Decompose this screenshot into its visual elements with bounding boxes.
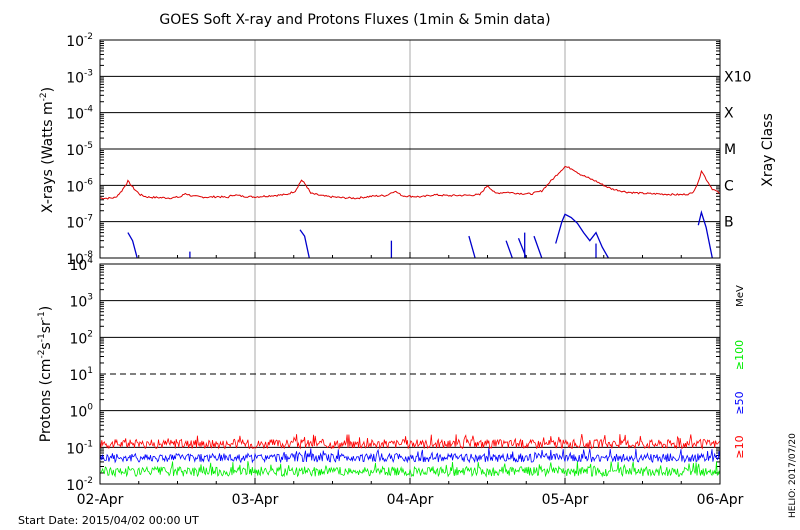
proton-ytick-base: 10 — [69, 295, 87, 311]
xray-ytick-exp: -4 — [84, 105, 93, 115]
xray-class-label: X — [724, 106, 734, 122]
proton-ytick-base: 10 — [69, 258, 87, 274]
proton-ytick-label: 103 — [69, 293, 93, 311]
proton-ylabel: Protons (cm-2s-1sr-1) — [37, 306, 54, 442]
proton-legend-label: ≥50 — [733, 391, 746, 414]
xray-ytick-label: 10-8 — [66, 250, 93, 268]
xray-ytick-label: 10-4 — [66, 105, 93, 123]
xray-ytick-label: 10-5 — [66, 141, 93, 159]
start-date: Start Date: 2015/04/02 00:00 UT — [18, 514, 199, 527]
x-tick-label: 06-Apr — [697, 492, 744, 508]
proton-ylabel-sup: -1 — [37, 311, 47, 320]
proton-ytick-label: 10-2 — [66, 476, 93, 494]
proton-ytick-base: 10 — [66, 441, 84, 457]
xray-ytick-label: 10-2 — [66, 32, 93, 50]
proton-series-line — [99, 433, 721, 450]
xray-ytick-exp: -8 — [84, 250, 93, 260]
proton-ytick-exp: 0 — [87, 403, 93, 413]
xray-class-label: X10 — [724, 69, 751, 85]
proton-energy-unit: MeV — [735, 285, 746, 307]
proton-ytick-label: 102 — [69, 329, 93, 347]
proton-legend-label: ≥100 — [733, 340, 746, 370]
xray-class-axis-title: Xray Class — [760, 113, 776, 187]
xray-short-series-burst — [127, 232, 138, 259]
proton-ytick-base: 10 — [69, 405, 87, 421]
proton-ytick-label: 10-1 — [66, 439, 93, 457]
proton-ytick-exp: -2 — [84, 476, 93, 486]
proton-ylabel-sup: -1 — [37, 333, 47, 342]
xray-ytick-exp: -2 — [84, 32, 93, 42]
x-tick-label: 04-Apr — [387, 492, 434, 508]
xray-ylabel-close: ) — [40, 87, 56, 92]
xray-short-series-burst — [299, 229, 310, 259]
x-tick-label: 05-Apr — [542, 492, 589, 508]
xray-ylabel: X-rays (Watts m-2) — [39, 87, 56, 213]
proton-ytick-label: 101 — [69, 366, 93, 384]
proton-ylabel-close: ) — [38, 306, 54, 311]
xray-short-series-burst — [555, 213, 609, 259]
proton-ytick-label: 100 — [69, 403, 93, 421]
xray-short-series-burst — [697, 209, 713, 259]
xray-ytick-base: 10 — [66, 34, 84, 50]
proton-series-line — [99, 461, 721, 478]
xray-ytick-base: 10 — [66, 216, 84, 232]
xray-class-label: B — [724, 215, 734, 231]
proton-ytick-exp: 3 — [87, 293, 93, 303]
xray-short-series-burst — [533, 235, 543, 259]
credit: HELIO: 2017/07/20 — [788, 433, 798, 518]
xray-class-label: M — [724, 142, 736, 158]
proton-ytick-exp: 4 — [87, 256, 93, 266]
x-tick-label: 03-Apr — [232, 492, 279, 508]
x-tick-label: 02-Apr — [77, 492, 124, 508]
proton-ytick-exp: -1 — [84, 439, 93, 449]
proton-ytick-base: 10 — [69, 368, 87, 384]
proton-ylabel-base: Protons (cm — [38, 359, 54, 443]
xray-long-series-line — [99, 165, 721, 200]
xray-ytick-exp: -6 — [84, 177, 93, 187]
xray-ytick-base: 10 — [66, 107, 84, 123]
xray-ytick-exp: -5 — [84, 141, 93, 151]
xray-short-series-burst — [505, 240, 513, 259]
proton-legend-label: ≥10 — [733, 435, 746, 458]
xray-ytick-base: 10 — [66, 252, 84, 268]
proton-ytick-base: 10 — [69, 331, 87, 347]
xray-ytick-exp: -7 — [84, 214, 93, 224]
xray-ytick-label: 10-3 — [66, 68, 93, 86]
proton-ytick-exp: 2 — [87, 329, 93, 339]
figure-title: GOES Soft X-ray and Protons Fluxes (1min… — [159, 12, 550, 28]
proton-ytick-base: 10 — [66, 478, 84, 494]
xray-ylabel-base: X-rays (Watts m — [40, 101, 56, 213]
xray-ytick-base: 10 — [66, 179, 84, 195]
xray-ylabel-sup: -2 — [39, 92, 49, 101]
proton-ytick-exp: 1 — [87, 366, 93, 376]
xray-ytick-label: 10-7 — [66, 214, 93, 232]
proton-ylabel-sup: -2 — [37, 350, 47, 359]
proton-ylabel-s: s — [38, 342, 54, 349]
proton-ytick-label: 104 — [69, 256, 93, 274]
xray-ytick-base: 10 — [66, 70, 84, 86]
xray-ytick-label: 10-6 — [66, 177, 93, 195]
xray-short-series-burst — [468, 235, 476, 259]
xray-class-label: C — [724, 178, 734, 194]
proton-ylabel-sr: sr — [38, 320, 54, 333]
xray-ytick-base: 10 — [66, 143, 84, 159]
proton-frame — [99, 263, 721, 485]
proton-panel: 10410310210110010-110-2≥10≥50≥100MeVProt… — [37, 256, 746, 508]
xray-panel: 10-210-310-410-510-610-710-8X10XMCBXray … — [39, 32, 776, 268]
xray-ytick-exp: -3 — [84, 68, 93, 78]
proton-series-line — [99, 448, 721, 464]
